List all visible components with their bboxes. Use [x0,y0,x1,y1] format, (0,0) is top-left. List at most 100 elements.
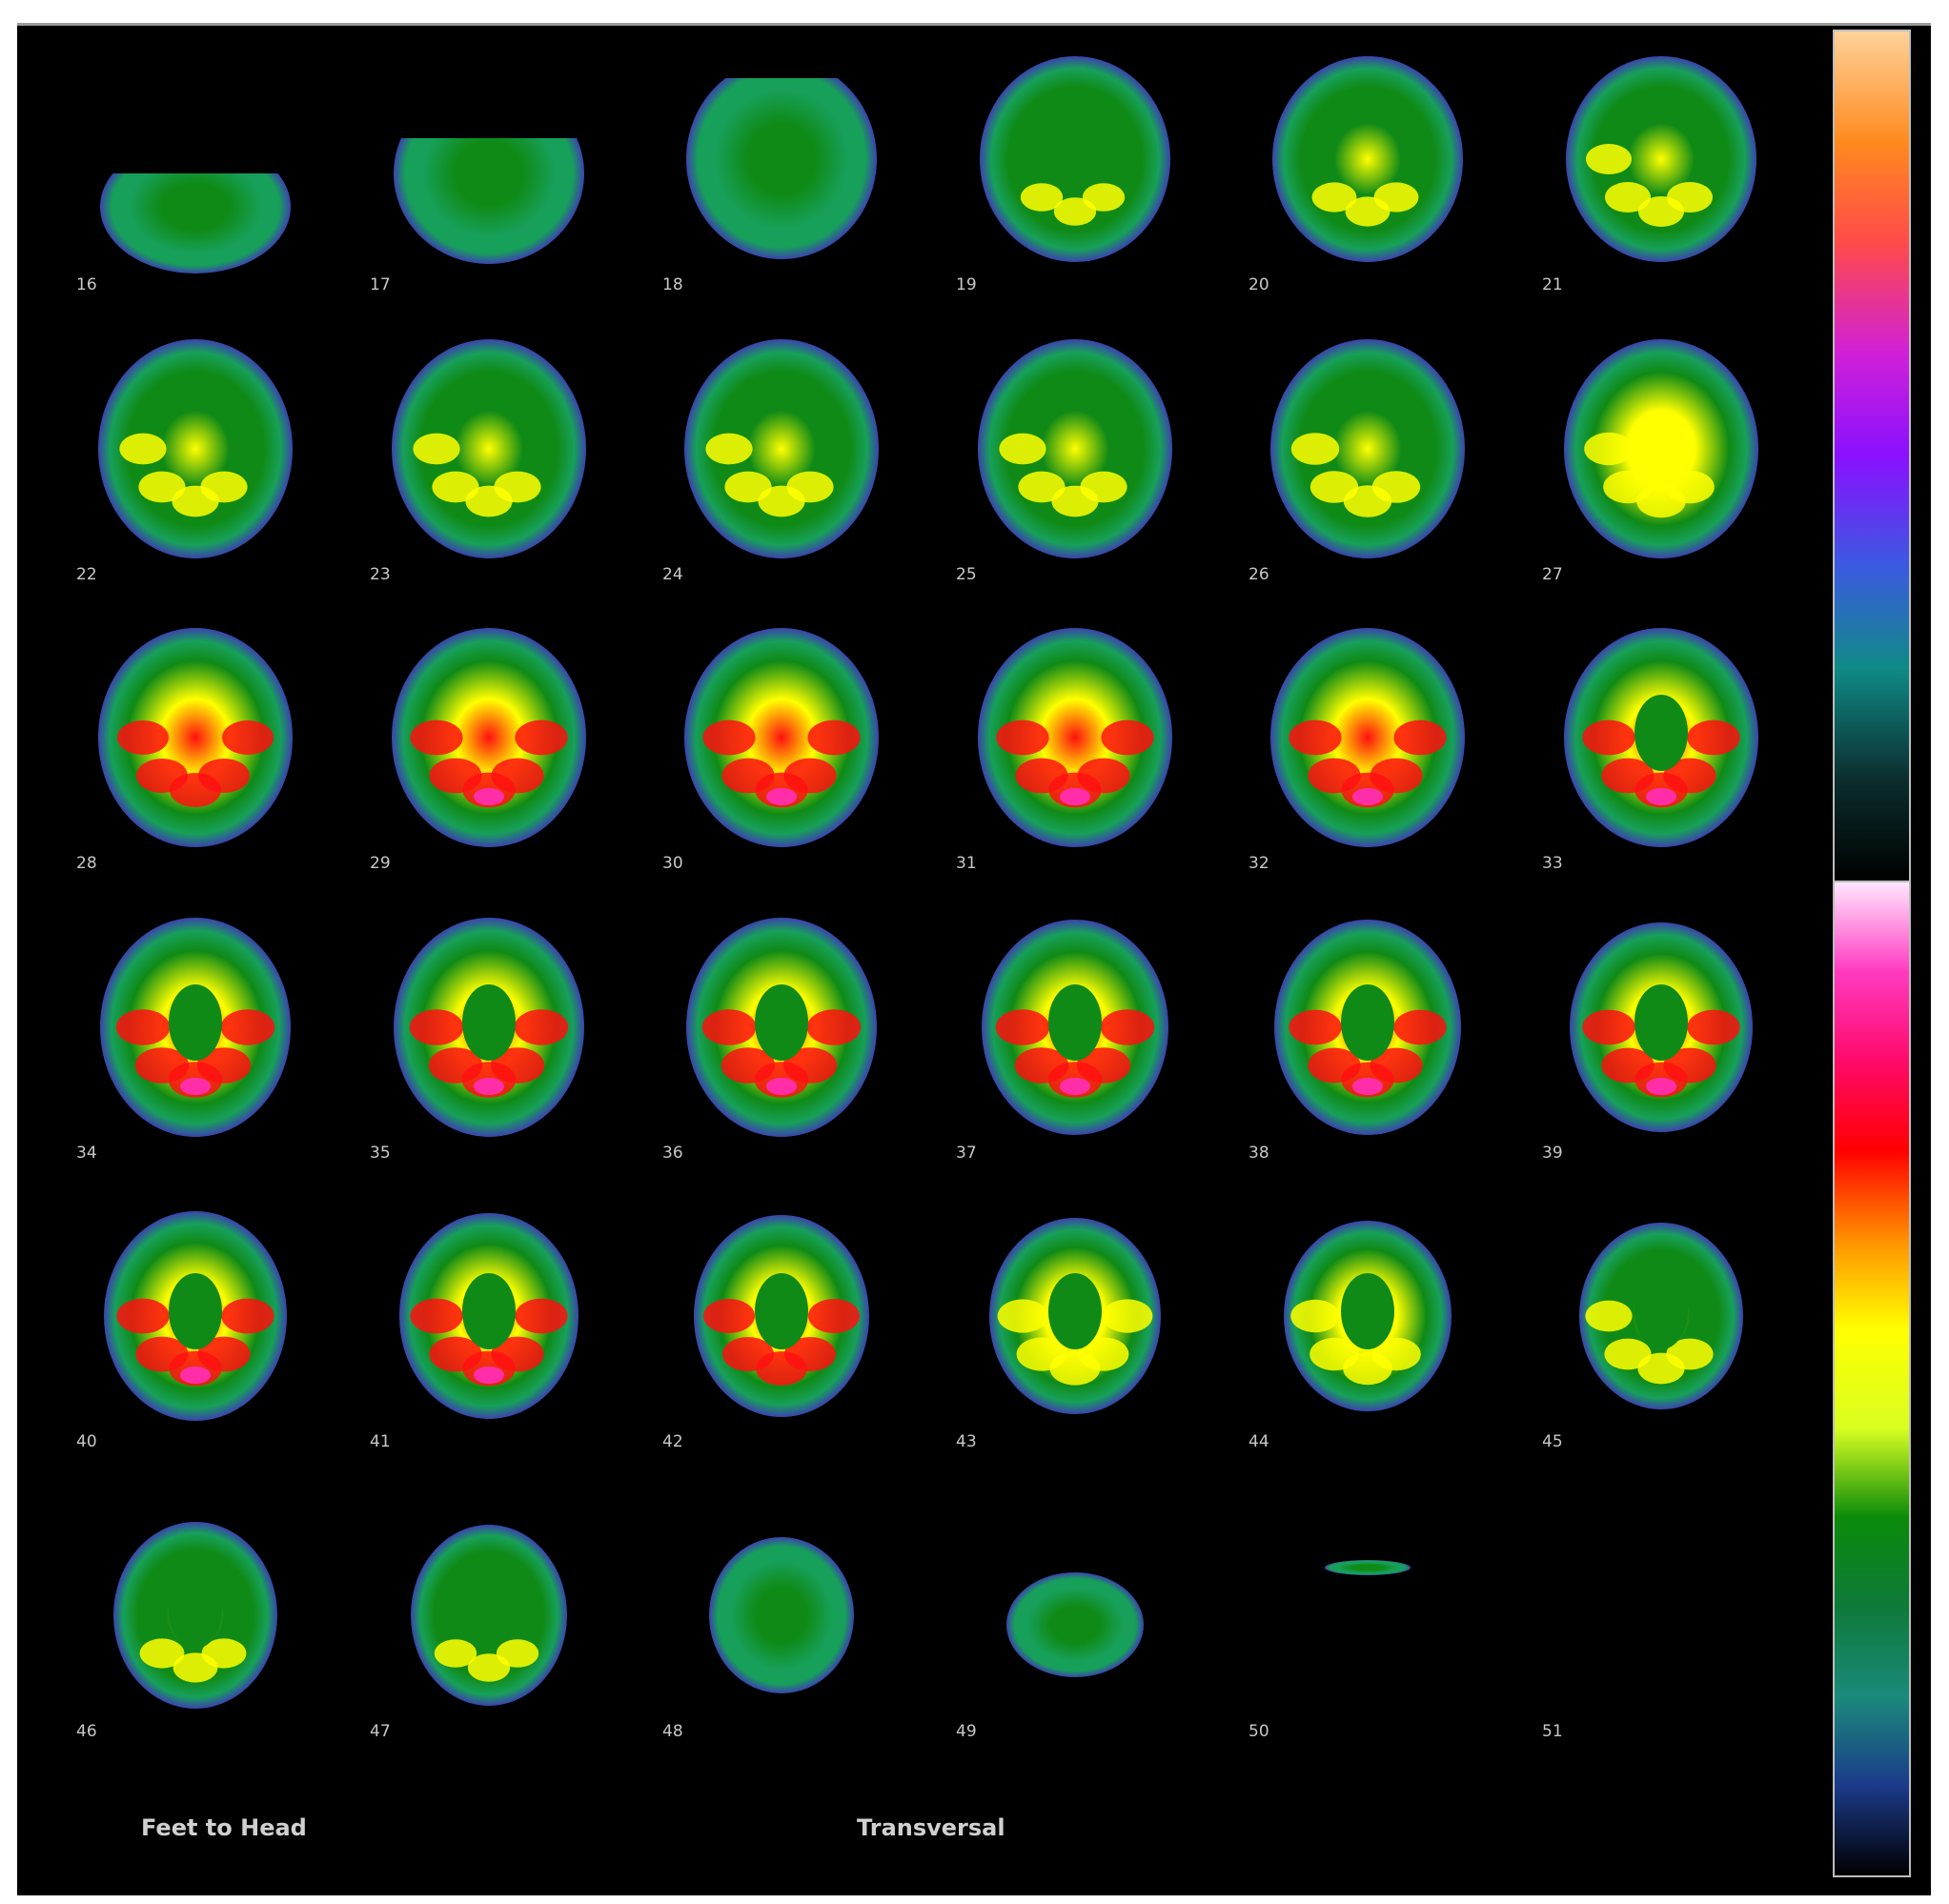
slice-number: 37 [956,1144,977,1163]
slice-number: 27 [1542,565,1563,584]
slice-thumbnail: 24 [624,315,916,604]
brain-slice-image [686,78,877,259]
slice-thumbnail: 44 [1210,1183,1502,1471]
slice-number: 48 [662,1722,683,1741]
slice-thumbnail: 47 [332,1472,623,1761]
brain-slice-image [411,1525,567,1706]
slice-thumbnail: 30 [624,604,916,893]
brain-slice-image [1566,56,1756,262]
slice-number: 31 [956,854,977,873]
slice-number: 40 [76,1432,97,1451]
slice-thumbnail: 49 [918,1472,1209,1761]
slice-number: 24 [662,565,683,584]
brain-slice-image [98,339,293,558]
slice-number: 22 [76,565,97,584]
slice-number: 33 [1542,854,1563,873]
brain-slice-image [1325,1560,1411,1575]
slice-thumbnail: 28 [38,604,330,893]
brain-slice-image [392,628,586,847]
slice-thumbnail: 27 [1504,315,1796,604]
slice-thumbnail: 32 [1210,604,1502,893]
slice-number: 28 [76,854,97,873]
brain-slice-image [989,1218,1161,1414]
brain-slice-image [684,628,879,847]
slice-number: 16 [76,275,97,294]
slice-number: 25 [956,565,977,584]
colorbar-upper [1833,30,1911,882]
brain-slice-image [1270,339,1465,558]
slice-thumbnail: 43 [918,1183,1209,1471]
brain-slice-image [980,56,1170,262]
slice-thumbnail: 22 [38,315,330,604]
slice-thumbnail: 33 [1504,604,1796,893]
slice-number: 35 [370,1144,391,1163]
slice-number: 19 [956,275,977,294]
brain-slice-image [399,1213,579,1419]
slice-thumbnail: 46 [38,1472,330,1761]
slice-number: 23 [370,565,391,584]
brain-slice-image [104,1211,287,1421]
slice-thumbnail: 36 [624,894,916,1183]
slice-number: 49 [956,1722,977,1741]
slice-thumbnail: 48 [624,1472,916,1761]
slice-thumbnail: 35 [332,894,623,1183]
brain-slice-image [1006,1572,1144,1677]
slice-number: 44 [1249,1432,1269,1451]
slice-thumbnail: 41 [332,1183,623,1471]
brain-slice-image [100,173,291,273]
direction-label: Feet to Head [141,1814,307,1841]
slice-thumbnail: 45 [1504,1183,1796,1471]
brain-slice-image [113,1522,277,1709]
colorbar-lower [1833,881,1911,1877]
slice-number: 29 [370,854,391,873]
brain-slice-image [1284,1221,1452,1411]
slice-number: 32 [1249,854,1269,873]
slice-thumbnail: 25 [918,315,1209,604]
slice-number: 39 [1542,1144,1563,1163]
brain-slice-image [1564,339,1758,558]
slice-thumbnail: 23 [332,315,623,604]
brain-slice-image [1270,628,1465,847]
brain-slice-image [394,138,584,264]
slice-thumbnail: 26 [1210,315,1502,604]
brain-slice-image [684,339,879,558]
slice-thumbnail: 37 [918,894,1209,1183]
slice-number: 34 [76,1144,97,1163]
brain-slice-image [1274,920,1461,1135]
slice-number: 41 [370,1432,391,1451]
brain-slice-image [694,1215,869,1417]
slice-thumbnail: 18 [624,26,916,314]
slice-thumbnail: 20 [1210,26,1502,314]
slice-thumbnail: 29 [332,604,623,893]
slice-thumbnail: 42 [624,1183,916,1471]
slice-number: 45 [1542,1432,1563,1451]
slice-thumbnail: 40 [38,1183,330,1471]
slice-number: 30 [662,854,683,873]
brain-slice-image [1272,56,1463,262]
slice-number: 17 [370,275,391,294]
slice-thumbnail: 39 [1504,894,1796,1183]
brain-slice-image [709,1537,854,1693]
brain-slice-image [1570,922,1753,1132]
brain-slice-image [686,918,877,1137]
slice-number: 47 [370,1722,391,1741]
slice-thumbnail: 31 [918,604,1209,893]
slice-thumbnail: 17 [332,26,623,314]
brain-slice-image [1564,628,1758,847]
slice-number: 18 [662,275,683,294]
slice-thumbnail: 38 [1210,894,1502,1183]
brain-slice-image [978,628,1172,847]
slice-number: 20 [1249,275,1269,294]
plane-label: Transversal [857,1814,1005,1841]
slice-number: 26 [1249,565,1269,584]
brain-slice-image [392,339,586,558]
brain-slice-image [1579,1223,1743,1409]
slice-number: 38 [1249,1144,1269,1163]
brain-slice-image [98,628,293,847]
slice-number: 42 [662,1432,683,1451]
slice-thumbnail: 50 [1210,1472,1502,1761]
slice-thumbnail: 21 [1504,26,1796,314]
slice-number: 43 [956,1432,977,1451]
slice-number: 36 [662,1144,683,1163]
slice-number: 51 [1542,1722,1563,1741]
